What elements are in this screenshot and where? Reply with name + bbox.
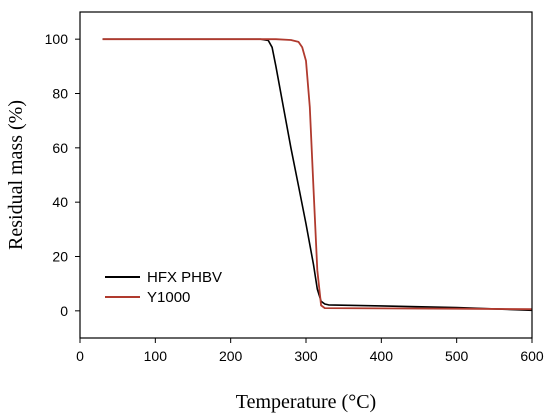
x-axis-title: Temperature (°C)	[236, 391, 376, 413]
axis-ticks	[75, 38, 533, 343]
x-tick-label: 600	[520, 348, 544, 364]
legend-label-0: HFX PHBV	[147, 269, 222, 286]
x-tick-label: 300	[294, 348, 318, 364]
plot-series	[102, 38, 533, 312]
series-line-1	[102, 38, 533, 311]
x-tick-label: 400	[370, 348, 394, 364]
x-tick-label: 100	[144, 348, 168, 364]
x-tick-labels: 0 100 200 300 400 500 600	[76, 348, 544, 364]
y-tick-label: 40	[52, 194, 68, 210]
y-tick-label: 20	[52, 249, 68, 265]
x-tick-label: 200	[219, 348, 243, 364]
y-tick-label: 0	[60, 303, 68, 319]
y-tick-labels: 0 20 40 60 80 100	[45, 31, 69, 319]
y-tick-label: 80	[52, 86, 68, 102]
legend-label-1: Y1000	[147, 289, 190, 306]
y-axis-title: Residual mass (%)	[5, 100, 27, 250]
y-tick-label: 60	[52, 140, 68, 156]
x-tick-label: 500	[445, 348, 469, 364]
x-tick-label: 0	[76, 348, 84, 364]
y-tick-label: 100	[45, 31, 69, 47]
legend: HFX PHBV Y1000	[105, 269, 222, 306]
